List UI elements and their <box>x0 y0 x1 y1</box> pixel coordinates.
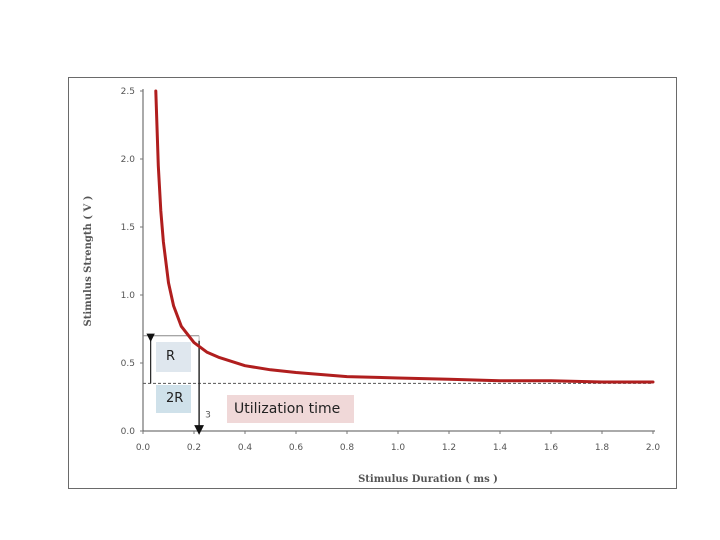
x-tick-label: 0.8 <box>340 443 355 453</box>
y-tick-label: 1.5 <box>121 223 135 233</box>
y-tick-label: 0.5 <box>121 359 135 369</box>
utilization-time-label: Utilization time <box>227 395 354 423</box>
x-tick-label: 0.2 <box>187 443 201 453</box>
x-tick-label: 0.0 <box>136 443 151 453</box>
x-axis-title: Stimulus Duration ( ms ) <box>358 474 498 485</box>
x-tick-label: 2.0 <box>646 443 661 453</box>
y-tick-label: 0.0 <box>121 427 136 437</box>
x-tick-label: 1.4 <box>493 443 508 453</box>
rheobase-label: R <box>156 342 191 372</box>
x-tick-label: 1.0 <box>391 443 406 453</box>
strength-duration-curve <box>154 89 655 384</box>
x-tick-label: 0.4 <box>238 443 253 453</box>
strength-duration-chart: 0.0 0.5 1.0 1.5 2.0 2.5 0.0 0.2 0.4 0.6 0.8 1.0 1.2 1… <box>83 87 661 485</box>
y-axis-title: Stimulus Strength ( V ) <box>83 196 94 327</box>
x-tick-label: 0.6 <box>289 443 304 453</box>
x-tick-label: 1.2 <box>442 443 456 453</box>
y-tick-label: 1.0 <box>121 291 136 301</box>
chart-frame: 0.0 0.5 1.0 1.5 2.0 2.5 0.0 0.2 0.4 0.6 0.8 1.0 1.2 1… <box>68 77 677 489</box>
twice-rheobase-label: 2R <box>156 385 191 413</box>
chronaxie-marker-label: 3 <box>205 410 211 420</box>
y-tick-label: 2.0 <box>121 155 136 165</box>
x-tick-label: 1.8 <box>595 443 610 453</box>
x-tick-label: 1.6 <box>544 443 559 453</box>
y-tick-label: 2.5 <box>121 87 135 97</box>
